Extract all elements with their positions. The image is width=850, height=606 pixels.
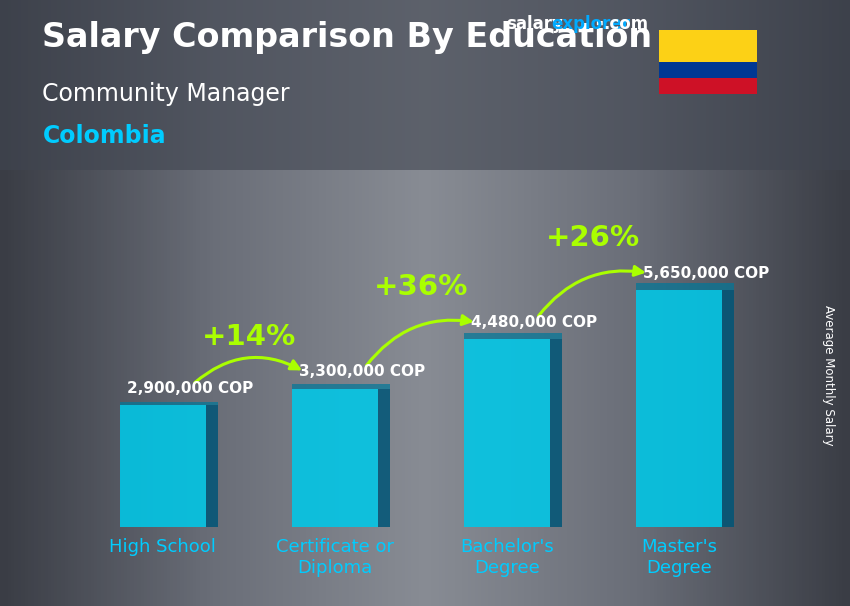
Bar	[722, 290, 734, 527]
Bar	[550, 339, 562, 527]
Bar	[659, 30, 756, 62]
Bar	[636, 290, 722, 527]
Bar	[120, 402, 218, 405]
Bar	[120, 405, 206, 527]
Text: salary: salary	[506, 15, 563, 33]
Text: +26%: +26%	[546, 224, 640, 252]
Text: 4,480,000 COP: 4,480,000 COP	[471, 315, 597, 330]
Bar	[464, 339, 550, 527]
FancyArrowPatch shape	[195, 358, 299, 382]
Text: 2,900,000 COP: 2,900,000 COP	[127, 381, 252, 396]
Text: 3,300,000 COP: 3,300,000 COP	[298, 364, 425, 379]
Bar	[659, 62, 756, 78]
Text: Colombia: Colombia	[42, 124, 166, 148]
FancyArrowPatch shape	[366, 316, 471, 365]
Bar	[292, 388, 377, 527]
Bar	[659, 78, 756, 94]
Text: 5,650,000 COP: 5,650,000 COP	[643, 265, 769, 281]
Bar	[636, 283, 734, 290]
Bar	[292, 384, 390, 388]
Text: Average Monthly Salary: Average Monthly Salary	[822, 305, 836, 446]
Bar	[206, 405, 218, 527]
Bar	[0, 0, 850, 170]
Bar	[377, 388, 390, 527]
Bar	[464, 333, 562, 339]
Text: explorer: explorer	[551, 15, 630, 33]
Text: +14%: +14%	[201, 323, 296, 351]
Text: Salary Comparison By Education: Salary Comparison By Education	[42, 21, 653, 54]
Text: +36%: +36%	[373, 273, 468, 301]
FancyArrowPatch shape	[539, 267, 643, 316]
Text: .com: .com	[604, 15, 649, 33]
Text: Community Manager: Community Manager	[42, 82, 290, 106]
